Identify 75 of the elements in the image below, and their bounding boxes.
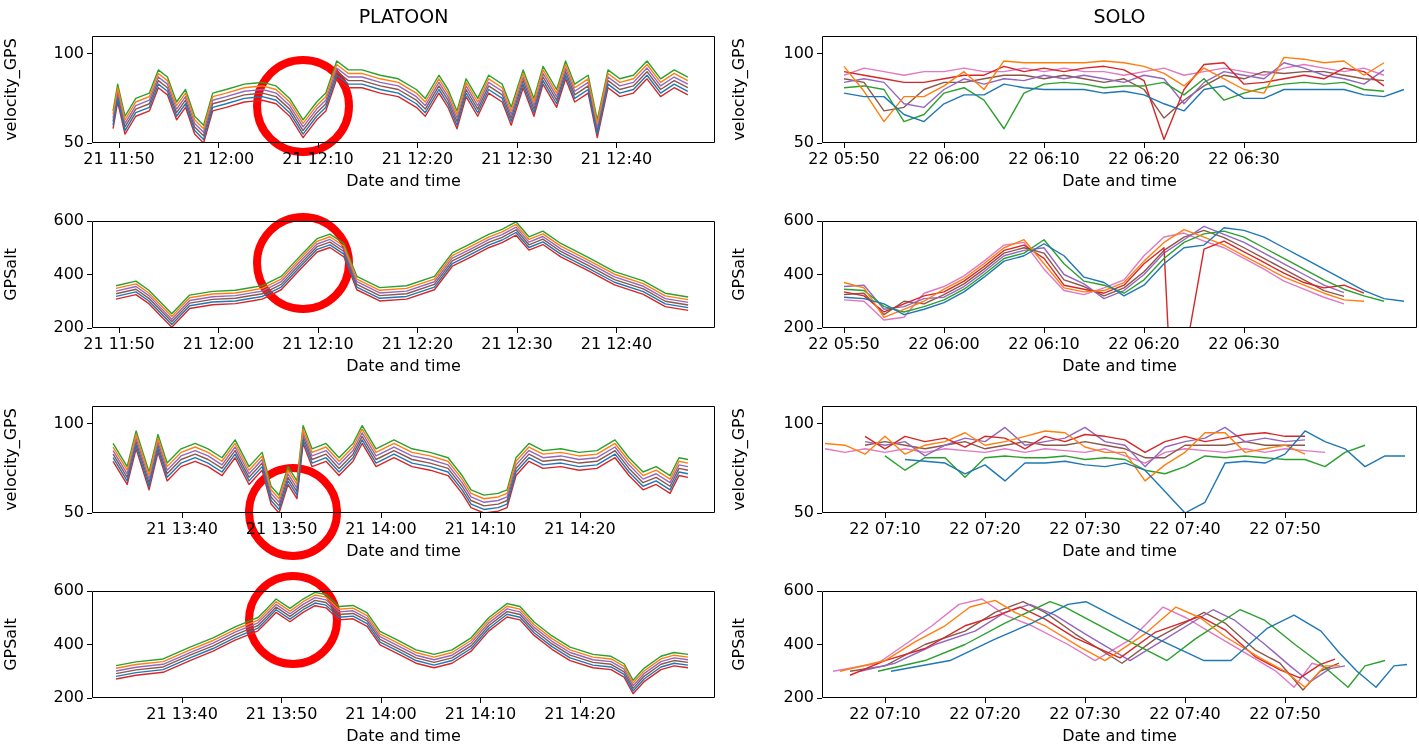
x-tick-label: 22 06:10	[1008, 333, 1080, 353]
x-tick-label: 22 07:20	[949, 518, 1021, 538]
x-tick-label: 21 11:50	[83, 333, 155, 353]
y-tick-label: 600	[53, 210, 84, 230]
x-tick-label: 21 12:20	[381, 148, 454, 168]
y-axis-title: GPSalt	[728, 248, 748, 301]
x-tick-label: 21 14:20	[544, 703, 616, 723]
x-tick-label: 21 14:10	[444, 703, 517, 723]
x-tick-label: 22 07:30	[1049, 518, 1121, 538]
x-tick-label: 21 12:00	[182, 148, 255, 168]
y-tick-label: 400	[53, 263, 84, 283]
x-axis-title: Date and time	[346, 355, 461, 375]
y-tick-label: 400	[783, 633, 814, 653]
y-axis-title: velocity_GPS	[0, 408, 21, 511]
y-axis-title: GPSalt	[0, 618, 20, 671]
x-axis-title: Date and time	[1062, 170, 1177, 190]
y-tick-label: 400	[53, 633, 84, 653]
chart-title: PLATOON	[357, 5, 450, 27]
x-tick-label: 21 13:50	[245, 703, 318, 723]
y-tick-label: 600	[783, 580, 814, 600]
y-tick-label: 200	[53, 687, 84, 707]
x-tick-label: 22 07:50	[1249, 518, 1321, 538]
x-tick-label: 22 06:00	[908, 148, 980, 168]
x-axis-title: Date and time	[346, 725, 461, 745]
x-tick-label: 21 13:40	[146, 703, 218, 723]
y-tick-label: 200	[783, 687, 814, 707]
x-tick-label: 22 07:10	[849, 703, 921, 723]
y-tick-label: 100	[783, 412, 814, 432]
y-tick-label: 50	[793, 502, 814, 522]
y-axis-title: GPSalt	[728, 618, 748, 671]
y-axis-title: GPSalt	[0, 248, 20, 301]
x-tick-label: 22 06:20	[1108, 148, 1180, 168]
x-tick-label: 22 07:20	[949, 703, 1021, 723]
y-tick-label: 50	[63, 502, 84, 522]
x-tick-label: 22 07:10	[849, 518, 921, 538]
x-axis-title: Date and time	[346, 170, 461, 190]
x-tick-label: 21 12:40	[580, 333, 653, 353]
x-tick-label: 21 14:00	[345, 518, 417, 538]
x-axis-title: Date and time	[346, 540, 461, 560]
y-axis-title: velocity_GPS	[728, 38, 749, 141]
x-tick-label: 22 07:40	[1149, 703, 1221, 723]
y-tick-label: 100	[783, 42, 814, 62]
x-axis-title: Date and time	[1062, 355, 1177, 375]
x-axis-title: Date and time	[1062, 540, 1177, 560]
x-tick-label: 22 06:00	[908, 333, 980, 353]
x-tick-label: 22 06:20	[1108, 333, 1180, 353]
x-tick-label: 21 12:30	[481, 333, 553, 353]
x-axis-title: Date and time	[1062, 725, 1177, 745]
x-tick-label: 22 07:40	[1149, 518, 1221, 538]
y-axis-title: velocity_GPS	[0, 38, 21, 141]
x-tick-label: 22 06:30	[1208, 333, 1280, 353]
x-tick-label: 21 12:30	[481, 148, 553, 168]
x-tick-label: 22 07:30	[1049, 703, 1121, 723]
y-axis-title: velocity_GPS	[728, 408, 749, 511]
y-tick-label: 200	[53, 317, 84, 337]
x-tick-label: 21 12:10	[282, 333, 354, 353]
y-tick-label: 100	[53, 412, 84, 432]
y-tick-label: 600	[783, 210, 814, 230]
x-tick-label: 21 14:20	[544, 518, 616, 538]
x-tick-label: 21 14:10	[444, 518, 517, 538]
x-tick-label: 21 12:00	[182, 333, 255, 353]
x-tick-label: 21 12:20	[381, 333, 454, 353]
x-tick-label: 21 13:40	[146, 518, 218, 538]
chart-title: SOLO	[1092, 5, 1147, 27]
x-tick-label: 21 12:10	[282, 148, 354, 168]
y-tick-label: 50	[63, 132, 84, 152]
x-tick-label: 21 11:50	[83, 148, 155, 168]
y-tick-label: 100	[53, 42, 84, 62]
y-tick-label: 600	[53, 580, 84, 600]
x-tick-label: 22 06:10	[1008, 148, 1080, 168]
x-tick-label: 21 14:00	[345, 703, 417, 723]
x-tick-label: 21 12:40	[580, 148, 653, 168]
x-tick-label: 22 06:30	[1208, 148, 1280, 168]
y-tick-label: 400	[783, 263, 814, 283]
x-tick-label: 22 07:50	[1249, 703, 1321, 723]
